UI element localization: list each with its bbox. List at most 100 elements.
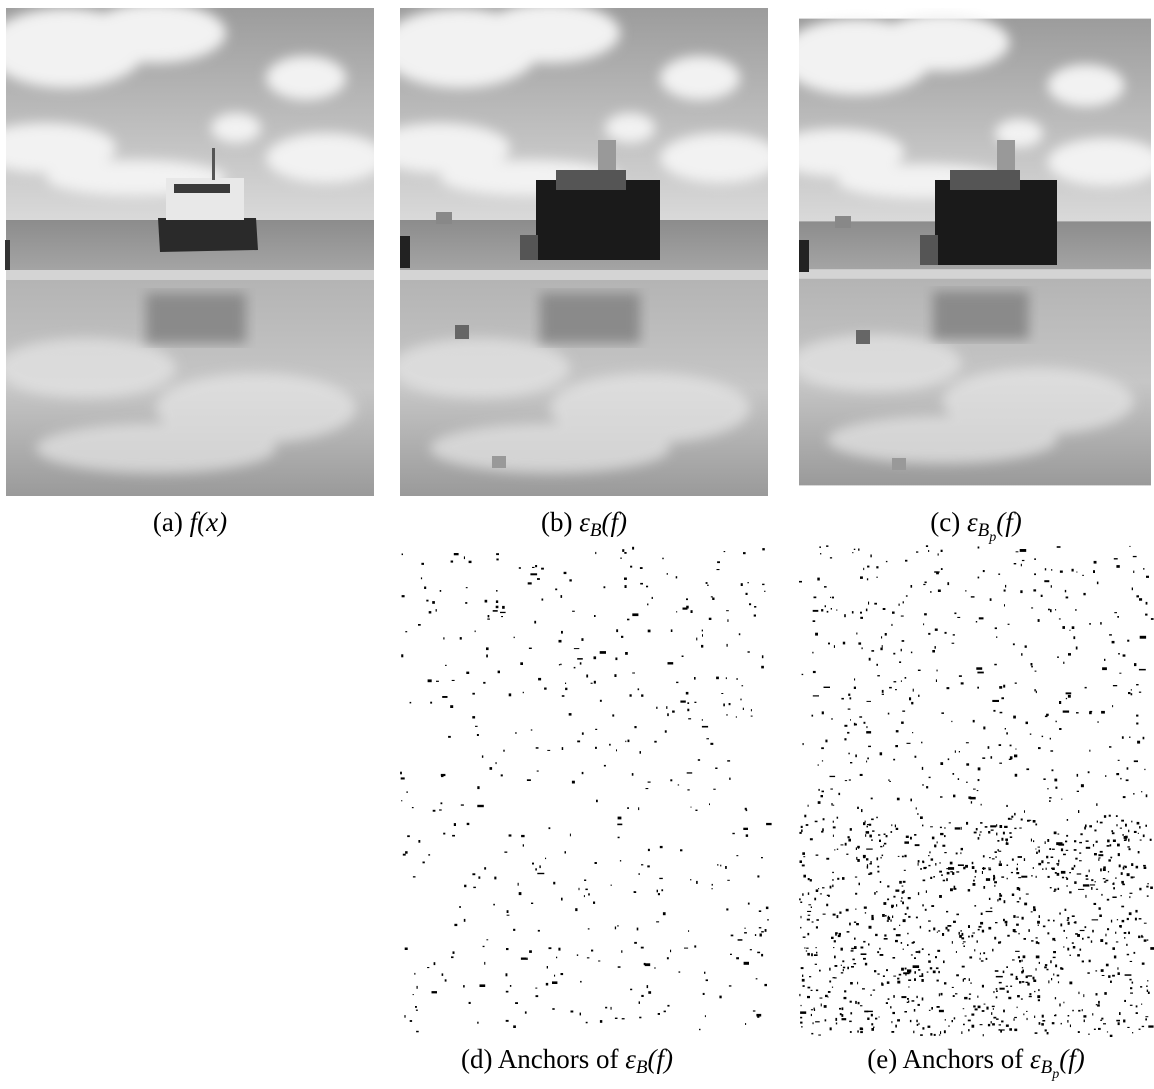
caption-math: ε (1030, 1044, 1041, 1074)
anchor-dot (1033, 906, 1035, 908)
anchor-dot (1091, 879, 1093, 881)
anchor-dot (850, 1001, 852, 1003)
anchor-dot (1088, 1034, 1090, 1035)
anchor-dot (427, 967, 429, 968)
anchor-dot (999, 895, 1002, 897)
anchor-dot (1078, 1010, 1080, 1012)
anchor-dot (647, 865, 650, 867)
anchor-dot (802, 975, 803, 977)
anchor-dot (966, 742, 969, 743)
anchor-dot (899, 925, 900, 926)
anchor-dot (1096, 889, 1098, 890)
anchor-dot (808, 904, 811, 905)
anchor-dot (923, 623, 924, 625)
anchor-dot (920, 1034, 923, 1036)
anchor-dot (706, 979, 708, 981)
anchor-dot (466, 587, 468, 588)
anchor-dot (1074, 921, 1076, 923)
anchor-dot (819, 546, 821, 548)
anchor-dot (1069, 872, 1071, 873)
anchor-dot (1052, 849, 1055, 850)
anchor-dot (496, 762, 497, 764)
anchor-dot (876, 577, 878, 578)
anchor-dot (641, 694, 643, 696)
anchor-dot (860, 617, 863, 619)
anchor-dot (956, 974, 959, 976)
anchor-dot (1029, 996, 1032, 997)
anchor-dot (860, 612, 862, 614)
anchor-dot (799, 898, 801, 900)
anchor-dot (537, 873, 544, 874)
anchor-dot (577, 741, 580, 743)
anchor-dot (484, 867, 486, 869)
anchor-dot (605, 1007, 607, 1009)
anchor-dot (988, 831, 990, 834)
anchor-dot (671, 629, 673, 632)
anchor-dot (421, 563, 424, 565)
anchor-dot (1095, 881, 1096, 882)
anchor-dot (403, 854, 406, 856)
anchor-dot (1123, 867, 1125, 870)
anchor-dot (667, 573, 668, 575)
anchor-dot (684, 948, 688, 949)
anchor-dot (485, 600, 488, 603)
anchor-dot (854, 963, 857, 964)
anchor-dot (1016, 872, 1019, 874)
anchor-dot (1098, 1001, 1100, 1004)
anchor-dot (532, 863, 534, 865)
anchor-dot (1014, 1029, 1017, 1032)
anchor-dot (537, 771, 539, 772)
anchor-dot (1015, 774, 1018, 777)
anchor-dot (1121, 881, 1124, 884)
anchor-dot (622, 1018, 625, 1019)
anchor-dot (1090, 884, 1095, 885)
anchor-dot (764, 591, 765, 592)
anchor-dot (838, 793, 840, 795)
anchor-dot (874, 970, 876, 972)
anchor-dot (950, 871, 953, 872)
anchor-dot (648, 630, 651, 633)
anchor-dot (807, 911, 811, 912)
anchor-dot (878, 834, 880, 835)
anchor-dot (1044, 966, 1047, 968)
anchor-dot (640, 583, 643, 585)
anchor-dot (611, 885, 612, 886)
anchor-dot (1028, 975, 1033, 976)
anchor-dot (972, 933, 975, 934)
anchor-dot (1042, 1015, 1044, 1018)
anchor-dot (556, 957, 557, 959)
anchor-dot (706, 582, 708, 584)
anchor-dot (1067, 819, 1068, 821)
anchor-dot (843, 967, 845, 969)
anchor-dot (549, 947, 552, 949)
anchor-dot (954, 613, 956, 615)
caption-math: ε (625, 1044, 636, 1074)
anchor-dot (928, 954, 930, 956)
anchor-dot (1133, 556, 1137, 557)
anchor-dot (818, 888, 819, 889)
anchor-dot (941, 550, 943, 552)
anchor-dot (1041, 595, 1043, 597)
anchor-dot (887, 899, 889, 901)
anchor-dot (847, 732, 849, 734)
anchor-dot (954, 1017, 956, 1019)
anchor-dot (885, 915, 887, 916)
anchor-dot (744, 932, 747, 933)
caption-label: (a) (153, 507, 183, 537)
anchor-dot (686, 598, 688, 600)
anchor-dot (807, 919, 810, 921)
anchor-dot (1136, 1012, 1138, 1014)
anchor-dot (887, 917, 890, 920)
anchor-dot (848, 709, 851, 710)
anchor-dot (1054, 889, 1056, 891)
anchor-dot (928, 855, 929, 856)
anchor-dot (554, 975, 555, 977)
anchor-dot (720, 865, 721, 867)
anchor-dot (993, 878, 995, 881)
anchor-dot (880, 648, 882, 651)
anchor-dot (729, 703, 731, 705)
anchor-dot (756, 978, 758, 979)
anchor-dot (584, 895, 585, 897)
anchor-dot (600, 700, 602, 702)
anchor-dot (816, 952, 817, 954)
